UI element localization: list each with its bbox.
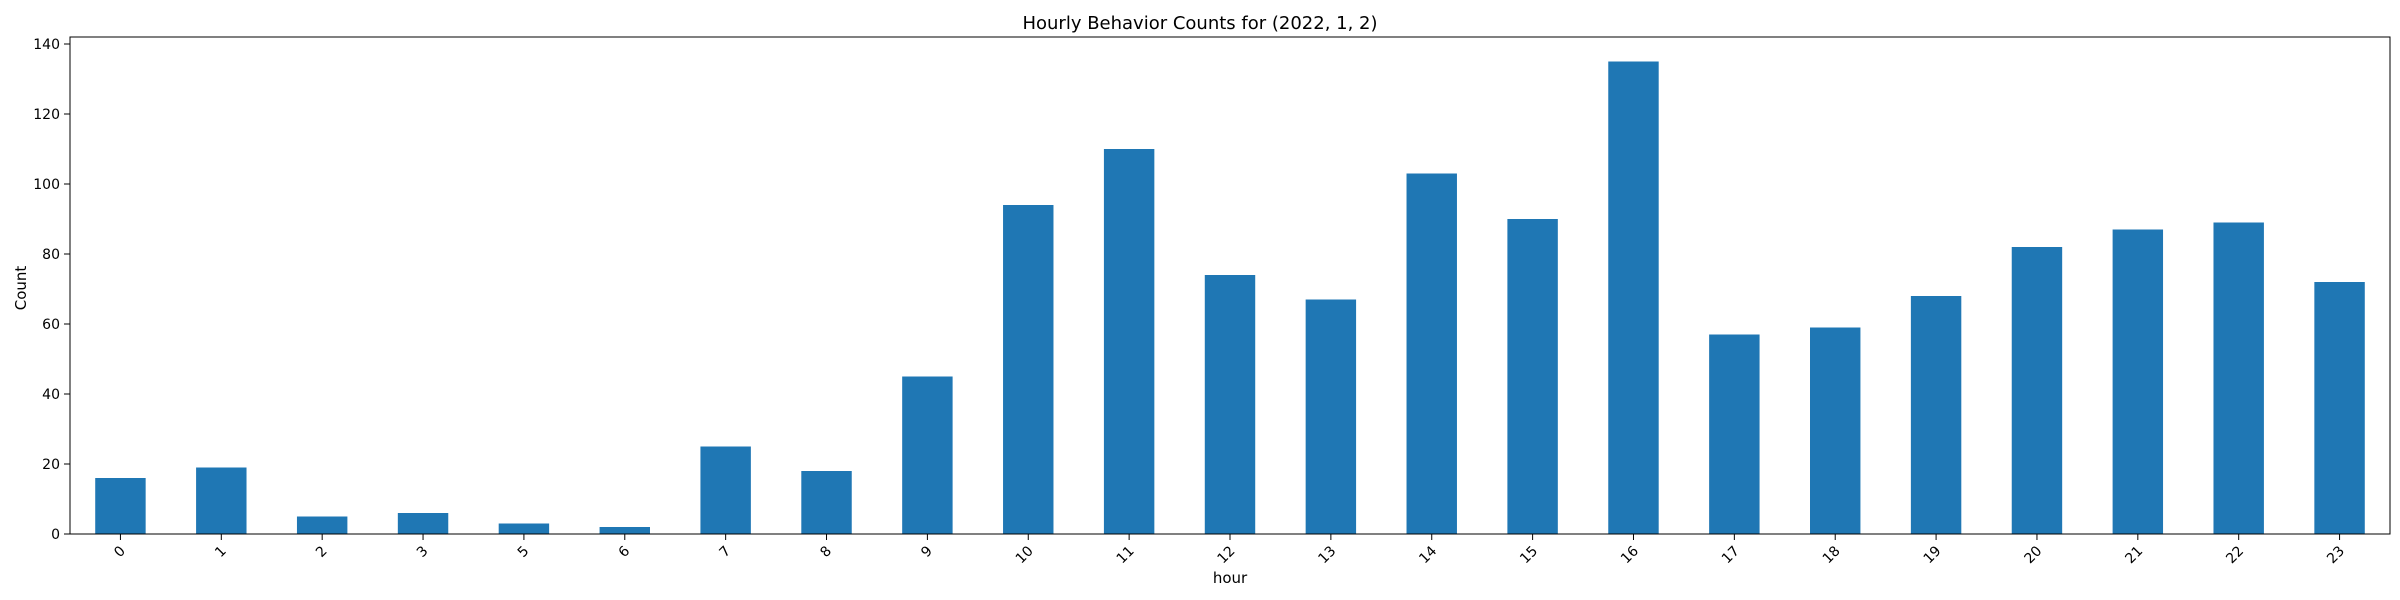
y-tick-label: 100 (33, 177, 60, 193)
x-tick-label: 13 (1315, 543, 1339, 567)
bar (296, 516, 348, 534)
bar (2112, 229, 2164, 534)
x-tick-label: 7 (717, 543, 735, 561)
x-tick-label: 8 (817, 543, 835, 561)
y-tick-label: 20 (42, 457, 60, 473)
bar (196, 467, 247, 534)
x-tick-label: 6 (616, 543, 634, 561)
bar (1406, 173, 1457, 534)
bar (1103, 149, 1155, 534)
y-tick-label: 120 (33, 107, 60, 123)
bar (2314, 282, 2365, 534)
x-tick-label: 16 (1618, 543, 1642, 567)
bar (498, 523, 550, 534)
x-tick-label: 10 (1013, 543, 1037, 567)
x-tick-label: 19 (1921, 543, 1945, 567)
bar (1709, 334, 1760, 534)
bar (801, 471, 852, 534)
x-axis-title: hour (1213, 569, 1248, 587)
bar (1608, 61, 1659, 534)
bar (95, 478, 146, 534)
x-tick-label: 1 (212, 543, 230, 561)
x-tick-label: 2 (313, 543, 331, 561)
bar (1910, 296, 1962, 534)
y-tick-label: 80 (42, 247, 60, 263)
x-tick-label: 21 (2122, 543, 2146, 567)
x-tick-label: 0 (111, 543, 129, 561)
chart-title: Hourly Behavior Counts for (2022, 1, 2) (1022, 13, 1377, 34)
x-tick-label: 11 (1114, 543, 1138, 567)
bar (1305, 299, 1357, 534)
bar (700, 446, 751, 534)
bar (397, 513, 449, 534)
y-tick-label: 60 (42, 317, 60, 333)
x-tick-label: 3 (414, 543, 432, 561)
x-tick-label: 12 (1215, 543, 1239, 567)
x-tick-label: 22 (2223, 543, 2247, 567)
x-tick-label: 23 (2324, 543, 2348, 567)
x-tick-label: 14 (1416, 543, 1440, 567)
bar (599, 527, 650, 534)
bar (1810, 327, 1861, 534)
x-tick-label: 5 (515, 543, 533, 561)
bar (2011, 247, 2063, 534)
y-tick-label: 40 (42, 387, 60, 403)
bar (1507, 219, 1558, 534)
y-tick-label: 140 (33, 37, 60, 53)
x-tick-label: 20 (2022, 543, 2046, 567)
bar (1003, 205, 1054, 534)
x-tick-label: 15 (1517, 543, 1541, 567)
x-tick-label: 9 (918, 543, 936, 561)
y-axis-title: Count (12, 266, 30, 311)
bar (1204, 275, 1256, 534)
y-tick-label: 0 (51, 527, 60, 543)
x-tick-label: 17 (1719, 543, 1743, 567)
x-tick-label: 18 (1820, 543, 1844, 567)
bar (902, 376, 953, 534)
bar (2213, 222, 2264, 534)
